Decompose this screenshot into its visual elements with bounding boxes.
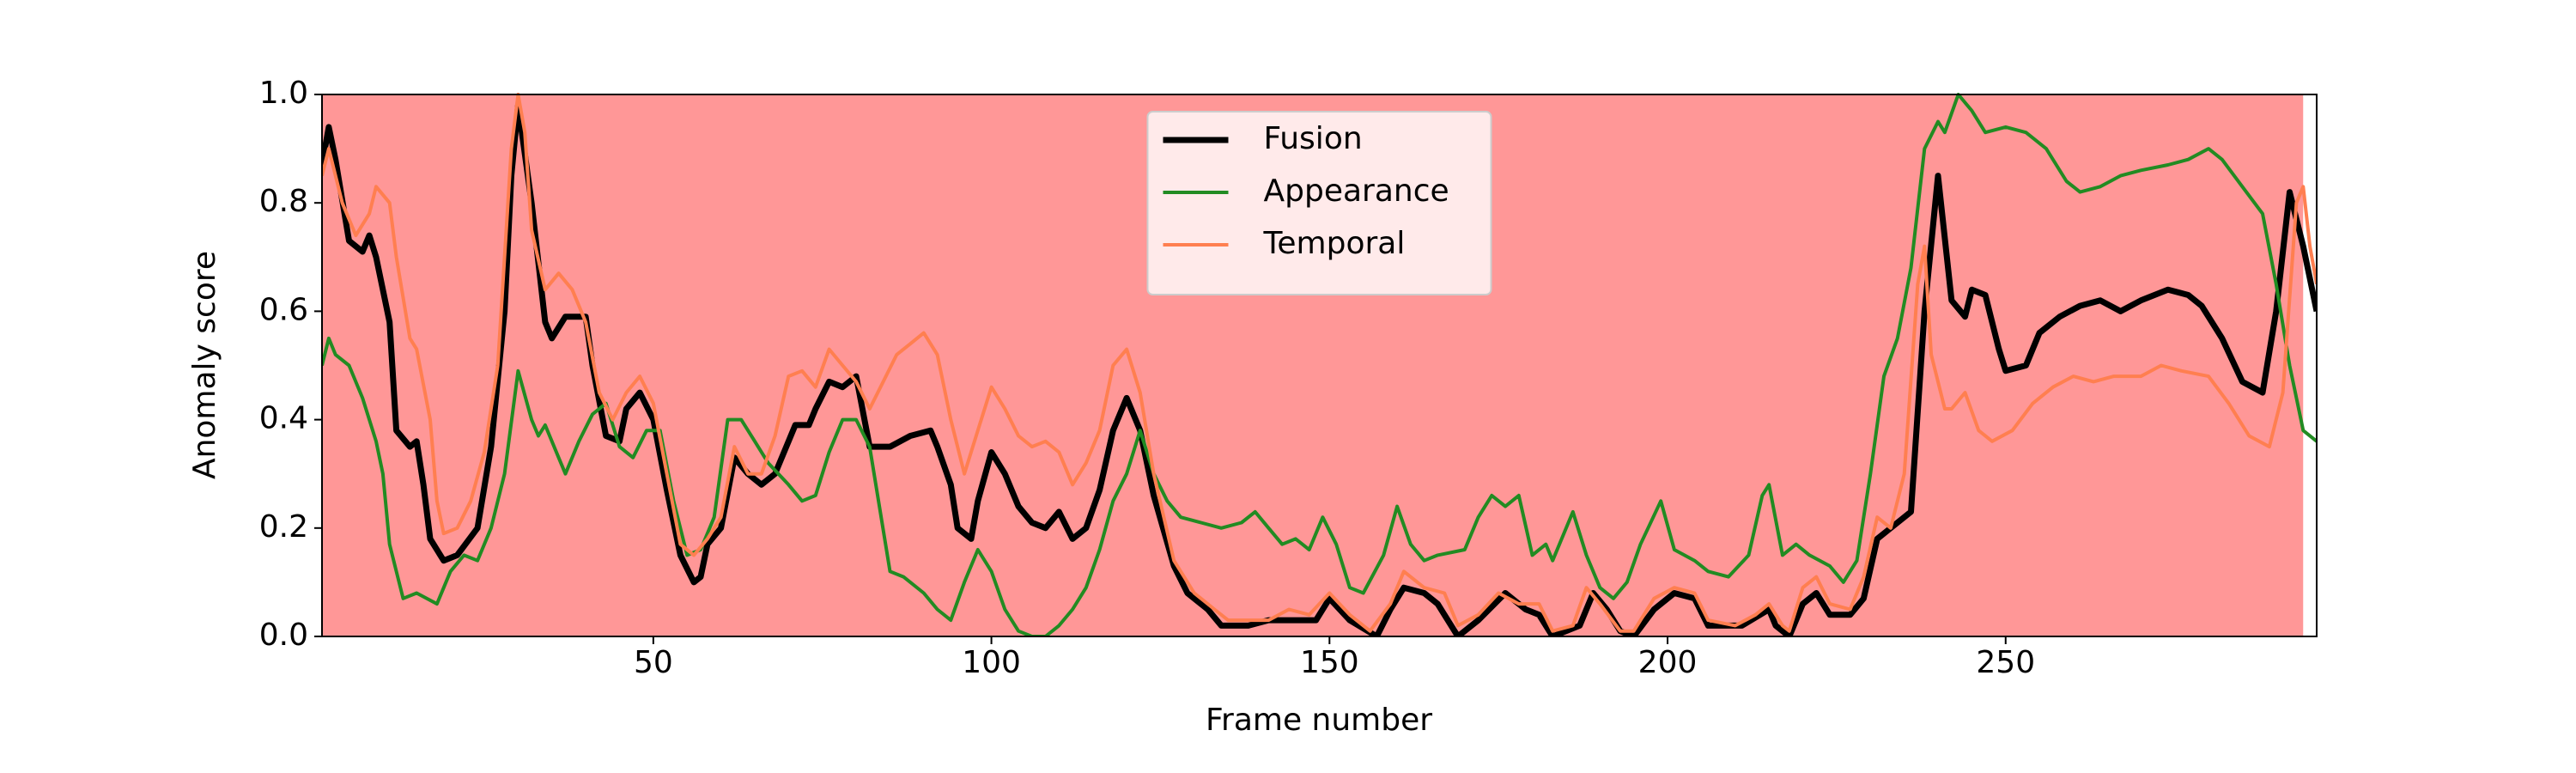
y-tick-label: 0.0 xyxy=(259,618,308,653)
axes-frame xyxy=(321,94,2318,637)
legend-label: Fusion xyxy=(1264,121,1363,156)
line-temporal xyxy=(322,93,2317,633)
legend-label: Appearance xyxy=(1264,173,1449,209)
x-tick-label: 200 xyxy=(1638,645,1698,680)
line-appearance xyxy=(322,93,2317,636)
y-tick-label: 0.8 xyxy=(259,184,308,219)
x-tick-label: 150 xyxy=(1300,645,1359,680)
x-tick-label: 100 xyxy=(962,645,1021,680)
y-tick-label: 0.6 xyxy=(259,292,308,327)
x-tick-label: 250 xyxy=(1976,645,2035,680)
y-axis-label: Anomaly score xyxy=(187,251,222,479)
line-fusion xyxy=(322,102,2317,636)
legend-label: Temporal xyxy=(1263,226,1406,261)
y-tick-label: 1.0 xyxy=(259,76,308,111)
y-tick-label: 0.4 xyxy=(259,401,308,436)
y-tick-label: 0.2 xyxy=(259,509,308,545)
x-tick-label: 50 xyxy=(634,645,673,680)
legend-box xyxy=(1146,111,1492,295)
x-axis-label: Frame number xyxy=(1206,703,1432,738)
